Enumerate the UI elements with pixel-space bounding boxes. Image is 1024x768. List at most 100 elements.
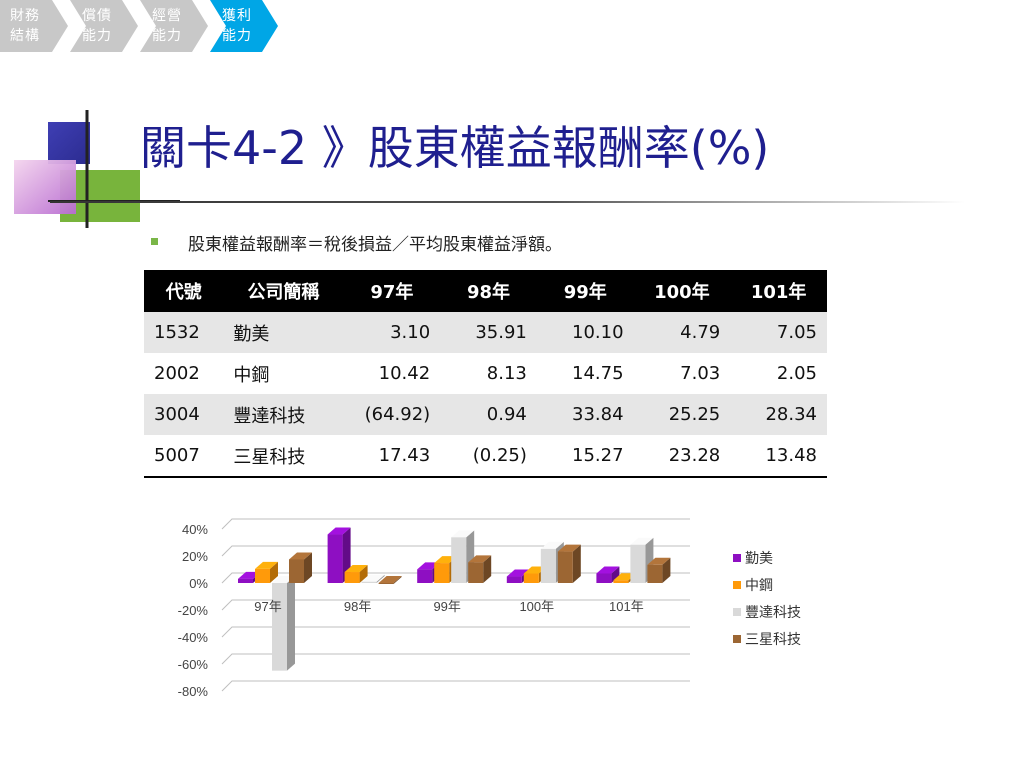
bar: [344, 572, 360, 583]
bar-top: [468, 555, 492, 563]
bar: [647, 564, 663, 583]
gridline: [221, 626, 690, 638]
table-header-row: 代號 公司簡稱 97年 98年 99年 100年 101年: [144, 270, 827, 312]
bar-top: [523, 566, 547, 574]
bar-top: [613, 573, 637, 581]
th-company: 公司簡稱: [223, 270, 344, 312]
bar-side: [342, 527, 351, 583]
bar-side: [287, 576, 295, 671]
th-y98: 98年: [440, 270, 537, 312]
table-row: 1532 勤美 3.10 35.91 10.10 4.79 7.05: [144, 312, 827, 353]
bar-side: [483, 555, 492, 583]
bar-side: [304, 552, 312, 583]
crumb-financial-structure[interactable]: 財務 結構: [0, 0, 70, 52]
bar: [630, 544, 646, 583]
bar-top: [238, 571, 261, 579]
cell-value: 23.28: [633, 435, 731, 478]
bar-side: [432, 562, 441, 583]
cell-value: 33.84: [536, 394, 634, 435]
cell-value: 10.42: [343, 353, 441, 394]
crumb-1-shape: [70, 0, 138, 52]
crumb-2-shape: [140, 0, 208, 52]
bar: [506, 576, 522, 583]
gridline: [221, 680, 690, 692]
bar: [417, 569, 433, 583]
th-y97: 97年: [343, 270, 441, 312]
cell-company: 豐達科技: [223, 394, 344, 435]
bar-side: [538, 566, 547, 583]
bar: [378, 583, 394, 584]
bar-top: [361, 574, 385, 582]
cell-value: 7.03: [633, 353, 731, 394]
bar-side: [662, 557, 671, 583]
table-row: 2002 中鋼 10.42 8.13 14.75 7.03 2.05: [144, 353, 827, 394]
x-tick-label: 100年: [519, 599, 554, 614]
bar-side: [466, 530, 475, 583]
breadcrumb-nav: 財務 結構 償債 能力 經營 能力 獲利 能力: [0, 0, 300, 52]
legend-swatch: [733, 608, 741, 616]
bar: [238, 578, 253, 583]
y-tick-label: -80%: [178, 684, 209, 699]
bar: [468, 562, 484, 583]
bar-side: [270, 561, 278, 583]
bar-top: [647, 557, 671, 565]
crumb-2-label: 經營 能力: [152, 8, 182, 44]
bar-top: [272, 576, 295, 583]
cell-value: 25.25: [633, 394, 731, 435]
page-title: 關卡4-2 》股東權益報酬率(%): [140, 121, 770, 175]
bar: [289, 559, 304, 583]
x-tick-label: 99年: [433, 599, 460, 614]
cell-company: 勤美: [223, 312, 344, 353]
cell-value: 14.75: [536, 353, 634, 394]
bar-top: [596, 566, 620, 574]
bar: [613, 580, 629, 583]
bar-top: [540, 541, 564, 549]
bar: [272, 583, 287, 671]
legend-label: 中鋼: [745, 577, 773, 593]
x-tick-label: 97年: [254, 599, 281, 614]
x-tick-label: 98年: [344, 599, 371, 614]
bar: [557, 551, 573, 583]
roe-table: 代號 公司簡稱 97年 98年 99年 100年 101年 1532 勤美 3.…: [144, 270, 827, 478]
crumb-3-shape: [210, 0, 278, 52]
th-y101: 101年: [730, 270, 827, 312]
bar-top: [417, 562, 441, 570]
bar-top: [630, 537, 654, 545]
crumb-operating[interactable]: 經營 能力: [140, 0, 210, 52]
th-y99: 99年: [536, 270, 634, 312]
legend-label: 豐達科技: [745, 604, 801, 620]
cell-value: 8.13: [440, 353, 537, 394]
bar-top: [255, 561, 278, 569]
bar-top: [327, 527, 351, 535]
x-tick-label: 101年: [609, 599, 644, 614]
bar: [596, 573, 612, 583]
gridline: [221, 518, 690, 530]
crumb-profitability[interactable]: 獲利 能力: [210, 0, 280, 52]
y-tick-label: -20%: [178, 603, 209, 618]
bar-side: [611, 566, 620, 583]
cell-value: 35.91: [440, 312, 537, 353]
bar-top: [434, 556, 458, 564]
legend-swatch: [733, 581, 741, 589]
y-tick-label: 40%: [182, 522, 208, 537]
bullet-marker: [151, 238, 158, 245]
bar-side: [572, 544, 581, 583]
bar-top: [451, 530, 475, 538]
title-rule: [50, 201, 965, 203]
cell-code: 3004: [144, 394, 224, 435]
cell-value: (64.92): [343, 394, 441, 435]
gridline: [221, 599, 690, 611]
bar-side: [555, 541, 564, 583]
bar-top: [557, 544, 581, 552]
crumb-0-label: 財務 結構: [10, 8, 40, 44]
crumb-0-shape: [0, 0, 68, 52]
crumb-3-label: 獲利 能力: [222, 8, 252, 44]
legend-label: 勤美: [745, 550, 773, 566]
th-y100: 100年: [633, 270, 731, 312]
cell-code: 5007: [144, 435, 224, 478]
bar-side: [359, 565, 368, 583]
crumb-solvency[interactable]: 償債 能力: [70, 0, 140, 52]
bar-side: [376, 574, 385, 583]
bar: [523, 573, 539, 583]
cell-value: 0.94: [440, 394, 537, 435]
